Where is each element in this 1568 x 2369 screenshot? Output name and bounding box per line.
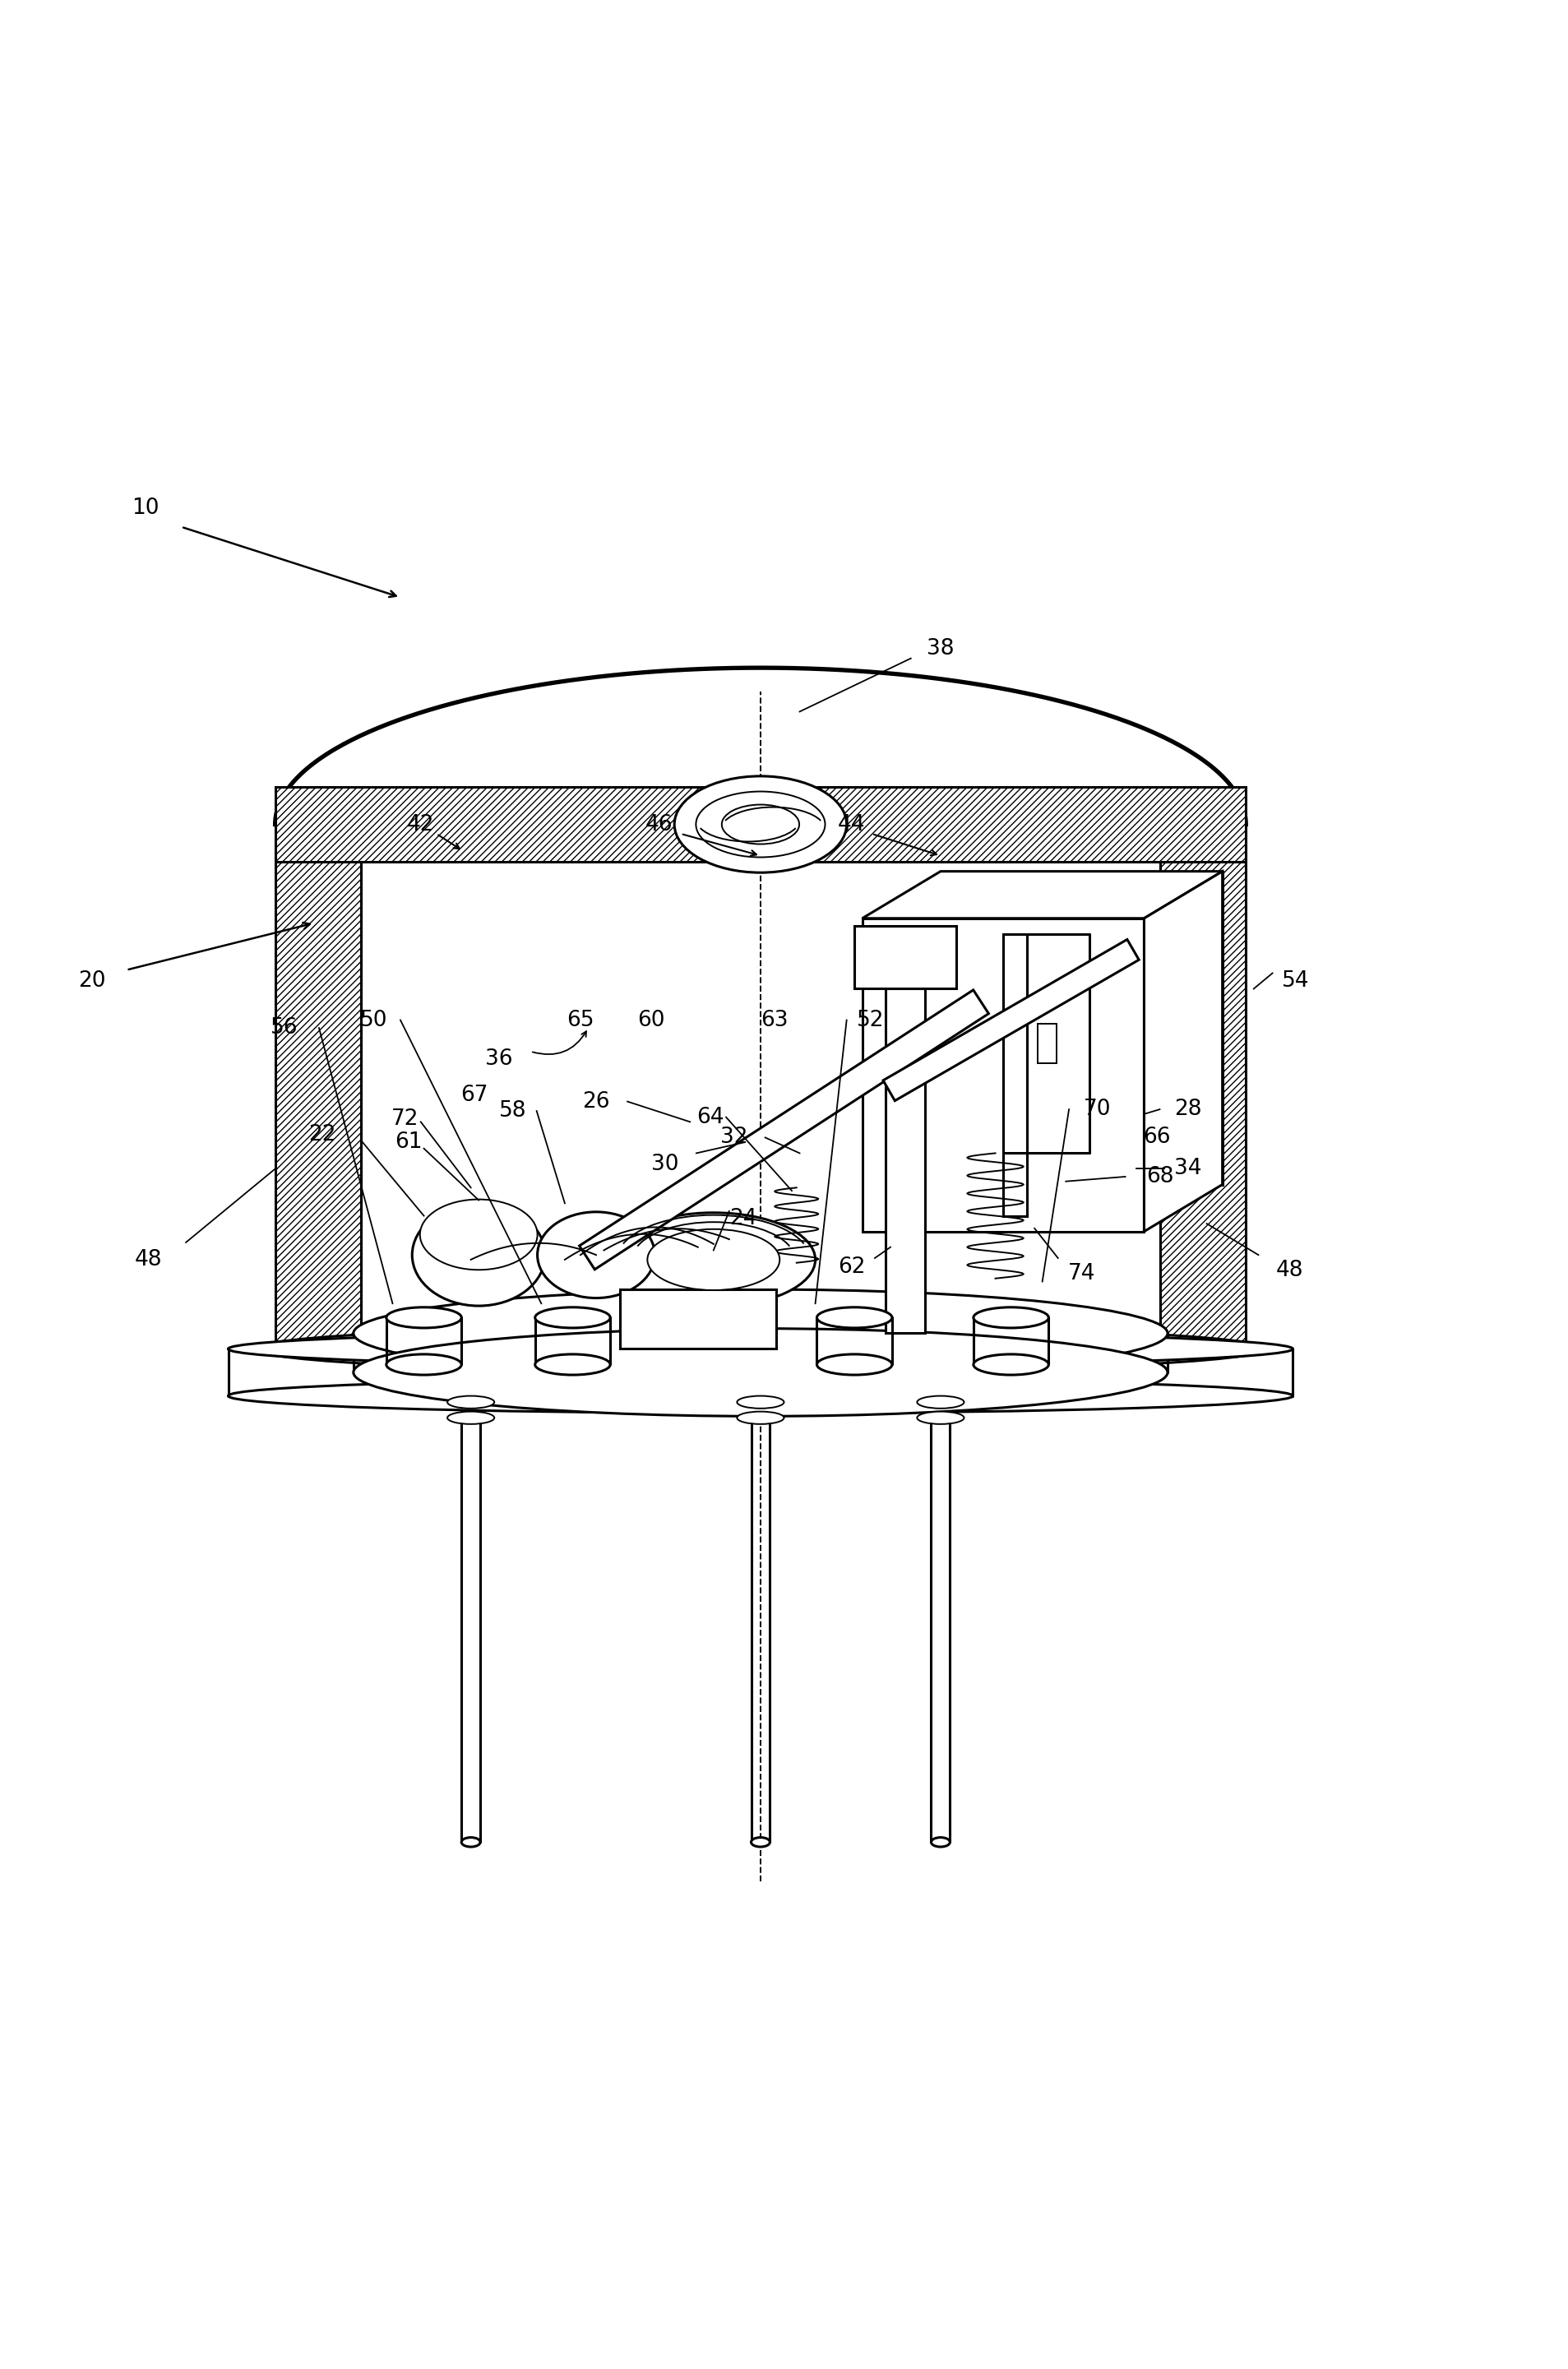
Bar [619, 1289, 776, 1348]
Polygon shape [579, 990, 989, 1270]
Text: 66: 66 [1143, 1128, 1170, 1149]
Text: 24: 24 [729, 1208, 757, 1230]
Ellipse shape [817, 1355, 892, 1374]
Ellipse shape [353, 1329, 1168, 1417]
Ellipse shape [648, 1230, 779, 1291]
Text: 74: 74 [1068, 1263, 1096, 1284]
Ellipse shape [386, 1308, 461, 1329]
Ellipse shape [931, 1838, 950, 1848]
Text: 70: 70 [1083, 1099, 1110, 1121]
Ellipse shape [917, 1395, 964, 1410]
Text: 60: 60 [637, 1009, 665, 1031]
Text: 48: 48 [1276, 1260, 1303, 1282]
Text: 28: 28 [1174, 1099, 1201, 1121]
Bar [1004, 933, 1027, 1215]
Ellipse shape [917, 1412, 964, 1424]
Ellipse shape [254, 1324, 1267, 1372]
Text: 64: 64 [696, 1106, 724, 1128]
Text: 50: 50 [361, 1009, 387, 1031]
Text: 56: 56 [271, 1016, 298, 1038]
Text: 20: 20 [78, 971, 105, 993]
Ellipse shape [535, 1355, 610, 1374]
Text: 42: 42 [408, 813, 434, 834]
Ellipse shape [461, 1838, 480, 1848]
Text: 10: 10 [132, 497, 158, 519]
Ellipse shape [447, 1412, 494, 1424]
Text: 65: 65 [566, 1009, 594, 1031]
Text: 22: 22 [309, 1123, 336, 1144]
Bar [886, 988, 925, 1334]
Ellipse shape [721, 805, 800, 843]
Ellipse shape [538, 1213, 655, 1298]
Text: 62: 62 [837, 1258, 866, 1279]
Ellipse shape [974, 1308, 1049, 1329]
Bar [1038, 1023, 1057, 1064]
Polygon shape [941, 872, 1223, 1184]
Ellipse shape [674, 777, 847, 872]
Ellipse shape [325, 1329, 1196, 1367]
Ellipse shape [420, 1199, 538, 1270]
Ellipse shape [353, 1289, 1168, 1376]
Ellipse shape [447, 1395, 494, 1410]
Text: 52: 52 [856, 1009, 884, 1031]
Text: 30: 30 [651, 1154, 679, 1175]
Ellipse shape [696, 791, 825, 858]
Text: 63: 63 [760, 1009, 789, 1031]
Text: 44: 44 [837, 813, 866, 834]
Text: 58: 58 [499, 1099, 527, 1121]
Ellipse shape [386, 1355, 461, 1374]
Ellipse shape [817, 1308, 892, 1329]
Text: 32: 32 [720, 1128, 748, 1149]
Ellipse shape [387, 1334, 1134, 1365]
Ellipse shape [229, 1331, 1294, 1367]
Text: 72: 72 [392, 1109, 419, 1130]
Text: 67: 67 [461, 1085, 488, 1106]
Polygon shape [862, 872, 1223, 919]
Bar [862, 919, 1145, 1232]
Polygon shape [886, 969, 956, 988]
Text: 36: 36 [485, 1049, 513, 1071]
Bar [855, 926, 956, 988]
Text: 26: 26 [582, 1090, 610, 1111]
Text: 54: 54 [1283, 971, 1309, 993]
Text: 61: 61 [395, 1132, 422, 1154]
Polygon shape [1145, 872, 1223, 1232]
Text: 68: 68 [1146, 1166, 1173, 1187]
Polygon shape [883, 940, 1138, 1102]
Text: 48: 48 [135, 1248, 162, 1270]
Bar [1160, 824, 1247, 1348]
Ellipse shape [535, 1308, 610, 1329]
Ellipse shape [412, 1203, 546, 1305]
Text: 34: 34 [1174, 1158, 1201, 1180]
Ellipse shape [751, 1838, 770, 1848]
Text: 46: 46 [644, 813, 673, 834]
Ellipse shape [229, 1379, 1294, 1412]
Ellipse shape [737, 1395, 784, 1410]
Bar [274, 824, 361, 1348]
Ellipse shape [737, 1412, 784, 1424]
Text: 38: 38 [927, 637, 955, 659]
Ellipse shape [612, 1213, 815, 1308]
Ellipse shape [974, 1355, 1049, 1374]
Bar [274, 787, 1247, 862]
